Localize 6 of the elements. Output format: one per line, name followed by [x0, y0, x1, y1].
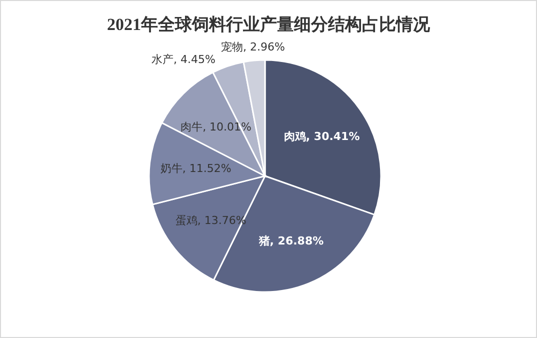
slice-label: 宠物, 2.96%	[220, 40, 285, 54]
slice-label: 猪, 26.88%	[258, 234, 324, 248]
chart-title: 2021年全球饲料行业产量细分结构占比情况	[107, 15, 431, 34]
slice-label: 奶牛, 11.52%	[160, 162, 232, 176]
slice-label: 水产, 4.45%	[151, 52, 216, 66]
slice-label: 肉鸡, 30.41%	[284, 130, 360, 143]
